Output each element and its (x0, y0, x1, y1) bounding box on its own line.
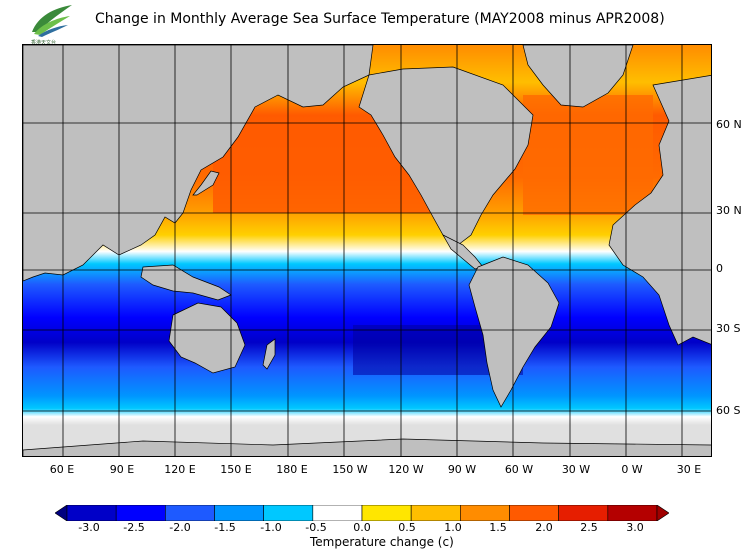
colorbar-segment (410, 505, 461, 521)
sst-change-map (22, 44, 712, 457)
lon-label-60e: 60 E (49, 463, 75, 476)
colorbar-segment (263, 505, 314, 521)
north-america-land (358, 66, 534, 246)
lat-label-30n: 30 N (716, 204, 742, 217)
colorbar-segment (460, 505, 510, 521)
lat-label-30s: 30 S (716, 322, 741, 335)
colorbar-segment (509, 505, 559, 521)
lon-label-0w: 0 W (621, 463, 643, 476)
colorbar-segment (607, 505, 658, 521)
lon-label-30w: 30 W (561, 463, 591, 476)
colorbar-tick: 2.0 (535, 521, 553, 534)
graticule-lines (23, 45, 711, 456)
lon-label-180e: 180 E (276, 463, 308, 476)
colorbar-max-arrow (656, 505, 669, 521)
colorbar-tick: -2.5 (123, 521, 145, 534)
lon-label-150e: 150 E (220, 463, 252, 476)
colorbar-min-arrow (55, 505, 68, 521)
colorbar-tick: 0.0 (353, 521, 371, 534)
colorbar-tick: -3.0 (78, 521, 100, 534)
map-title: Change in Monthly Average Sea Surface Te… (95, 11, 665, 27)
antarctica-land (23, 438, 711, 456)
lon-label-150w: 150 W (332, 463, 368, 476)
colorbar-tick: 3.0 (626, 521, 644, 534)
temperature-colorbar (55, 505, 669, 521)
lon-label-90e: 90 E (109, 463, 135, 476)
colorbar-segment (214, 505, 264, 521)
lat-label-equator: 0 (716, 262, 723, 275)
colorbar-segment (115, 505, 166, 521)
colorbar-segment (165, 505, 215, 521)
maritime-continent-land (140, 264, 232, 301)
lon-label-90w: 90 W (447, 463, 477, 476)
colorbar-tick: 1.0 (444, 521, 462, 534)
colorbar-tick: 2.5 (580, 521, 598, 534)
colorbar-tick: 0.5 (398, 521, 416, 534)
colorbar-tick: -0.5 (305, 521, 327, 534)
lat-label-60s: 60 S (716, 404, 741, 417)
greenland-land (522, 45, 634, 108)
japan-land (192, 170, 220, 196)
colorbar-segment (558, 505, 609, 521)
colorbar-tick: -1.5 (214, 521, 236, 534)
europe-africa-land (608, 74, 711, 346)
lon-label-120w: 120 W (388, 463, 424, 476)
new-zealand-land (262, 338, 276, 370)
lon-label-60w: 60 W (504, 463, 534, 476)
colorbar-segment (66, 505, 117, 521)
observatory-logo-icon: 香港天文台 (31, 5, 72, 46)
colorbar-label: Temperature change (c) (310, 535, 454, 549)
lon-label-120e: 120 E (164, 463, 196, 476)
lon-label-30e: 30 E (676, 463, 702, 476)
colorbar-tick: 1.5 (489, 521, 507, 534)
north-atlantic-warm-patch (523, 95, 653, 215)
australia-land (168, 302, 246, 374)
colorbar-segment (361, 505, 412, 521)
south-america-land (468, 256, 560, 408)
colorbar-segment (312, 505, 363, 521)
logo-caption: 香港天文台 (31, 39, 56, 46)
land-masses (23, 45, 711, 456)
colorbar-tick: -2.0 (169, 521, 191, 534)
colorbar-tick: -1.0 (260, 521, 282, 534)
lat-label-60n: 60 N (716, 118, 742, 131)
